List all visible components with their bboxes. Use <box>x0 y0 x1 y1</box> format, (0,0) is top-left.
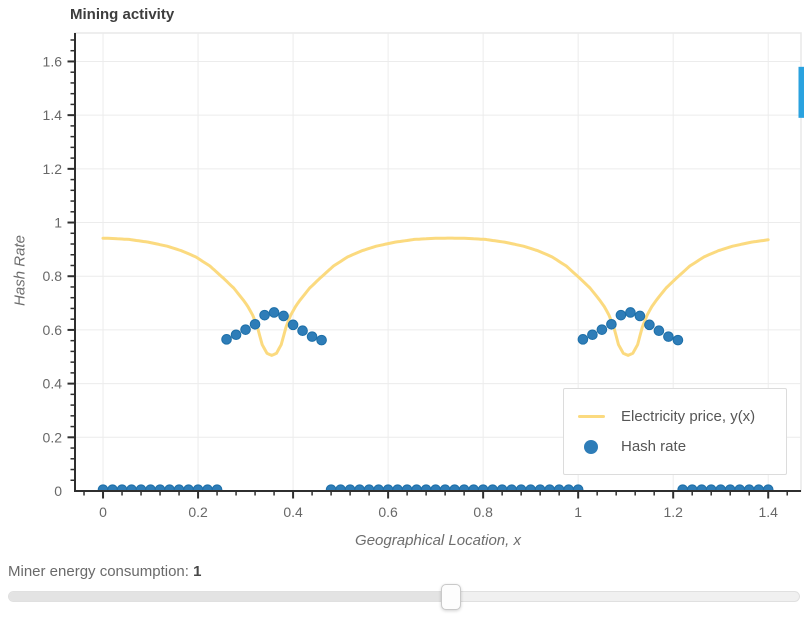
svg-text:0.2: 0.2 <box>188 504 208 520</box>
slider-fill <box>9 592 451 601</box>
series-group <box>97 236 774 491</box>
svg-text:1.2: 1.2 <box>663 504 683 520</box>
chart-region: Mining activity 0 0.2 0.4 0.6 0.8 1 1.2 1.4 0 0.2… <box>11 6 804 549</box>
slider-label-text: Miner energy consumption: <box>8 563 189 580</box>
svg-text:0.6: 0.6 <box>378 504 398 520</box>
slider-label: Miner energy consumption: 1 <box>8 563 201 580</box>
svg-text:1.4: 1.4 <box>43 107 63 123</box>
svg-text:0.2: 0.2 <box>43 429 63 445</box>
legend-item-hash-rate: Hash rate <box>578 436 786 458</box>
svg-text:1: 1 <box>54 215 62 231</box>
hash-rate-dots <box>97 307 774 491</box>
mining-activity-chart: 0 0.2 0.4 0.6 0.8 1 1.2 1.4 0 0.2 0.4 0.6 0.8 1 1.2 1.4… <box>43 32 804 520</box>
svg-text:0.8: 0.8 <box>43 268 63 284</box>
hash-rate-dot-swatch <box>584 439 598 454</box>
svg-text:1.2: 1.2 <box>43 161 63 177</box>
axes <box>67 33 801 499</box>
svg-text:0: 0 <box>54 483 62 499</box>
svg-text:0.4: 0.4 <box>43 376 63 392</box>
svg-text:0: 0 <box>99 504 107 520</box>
chart-title: Mining activity <box>70 6 175 23</box>
y-axis-label: Hash Rate <box>11 235 29 306</box>
legend: Electricity price, y(x) Hash rate <box>563 388 787 475</box>
slider-handle[interactable] <box>441 584 461 610</box>
svg-text:1: 1 <box>574 504 582 520</box>
tick-labels: 0 0.2 0.4 0.6 0.8 1 1.2 1.4 0 0.2 0.4 0.6 0.8 1 1.2 1.4… <box>43 53 779 520</box>
electricity-price-line-swatch <box>578 415 605 418</box>
controls-panel: Miner energy consumption: 1 <box>0 558 805 626</box>
miner-energy-slider[interactable] <box>8 584 800 610</box>
x-axis-label: Geographical Location, x <box>355 532 521 549</box>
legend-item-electricity-price: Electricity price, y(x) <box>578 406 786 428</box>
svg-text:0.8: 0.8 <box>473 504 493 520</box>
legend-label: Hash rate <box>621 438 687 455</box>
svg-text:1.4: 1.4 <box>758 504 778 520</box>
electricity-price-line <box>101 236 770 357</box>
slider-value: 1 <box>193 563 202 580</box>
right-edge-bar <box>798 66 804 118</box>
svg-text:1.6: 1.6 <box>43 53 63 69</box>
legend-label: Electricity price, y(x) <box>621 408 756 425</box>
svg-text:0.6: 0.6 <box>43 322 63 338</box>
svg-text:0.4: 0.4 <box>283 504 303 520</box>
